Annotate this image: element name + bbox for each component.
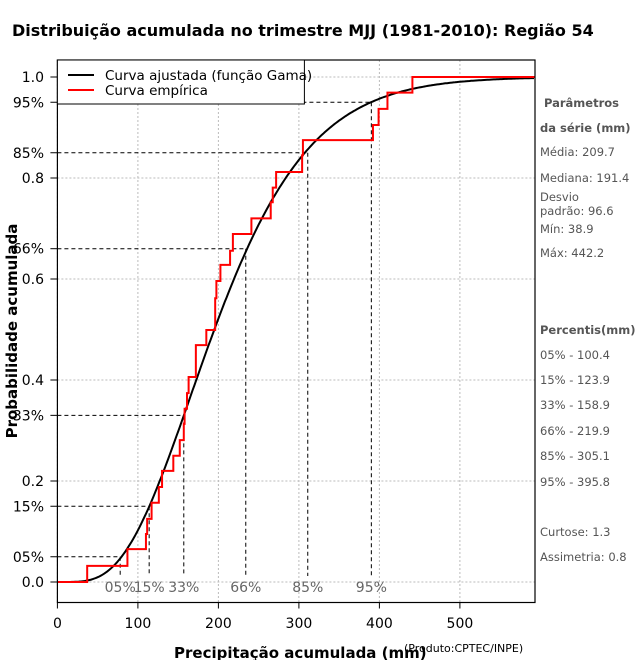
stat-min: Mín: 38.9 [540, 222, 594, 236]
legend-label-empirical: Curva empírica [105, 83, 208, 99]
percentile-reference-lines [57, 101, 372, 576]
stat-kurtosis: Curtose: 1.3 [540, 525, 610, 539]
legend-label-gamma: Curva ajustada (função Gama) [105, 68, 312, 84]
stat-mean: Média: 209.7 [540, 145, 615, 159]
percentile-labels: 05%15% 33% 66% 85% 95% [105, 580, 387, 596]
percentile-y-label: 05% [13, 550, 44, 566]
grid [56, 60, 535, 603]
side-panel: Parâmetros da série (mm) Média: 209.7 Me… [540, 96, 635, 564]
stat-sd: padrão: 96.6 [540, 204, 614, 218]
x-axis: 0 100 200 300 400 500 [53, 602, 474, 632]
legend: Curva ajustada (função Gama) Curva empír… [56, 59, 312, 105]
gamma-fit-curve [57, 77, 534, 583]
x-tick-label: 0 [53, 616, 62, 632]
percentile-y-label: 66% [13, 242, 44, 258]
stat-median: Mediana: 191.4 [540, 171, 629, 185]
percentile-x-label: 15% [134, 580, 165, 596]
credit-text: (Produto:CPTEC/INPE) [404, 642, 523, 655]
empirical-curve [57, 76, 535, 583]
percentil-15: 15% - 123.9 [540, 373, 610, 387]
percentil-85: 85% - 305.1 [540, 449, 610, 463]
y-axis: 0.0 0.2 0.4 0.6 0.8 1.0 05% 15% 33% 66% 85% 95% [13, 70, 58, 591]
stat-max: Máx: 442.2 [540, 246, 604, 260]
x-axis-label: Precipitação acumulada (mm) [174, 644, 427, 660]
percentile-x-label: 85% [292, 580, 323, 596]
percentil-95: 95% - 395.8 [540, 475, 610, 489]
percentile-y-label: 33% [13, 408, 44, 424]
x-tick-label: 500 [447, 616, 474, 632]
chart-title: Distribuição acumulada no trimestre MJJ … [12, 21, 594, 40]
percentil-33: 33% - 158.9 [540, 398, 610, 412]
x-tick-label: 200 [205, 616, 232, 632]
y-tick-label: 0.6 [22, 272, 44, 288]
percentil-66: 66% - 219.9 [540, 424, 610, 438]
percentile-x-label: 66% [230, 580, 261, 596]
percentis-title: Percentis(mm) [540, 323, 635, 337]
stat-skewness: Assimetria: 0.8 [540, 550, 627, 564]
stat-sd-label: Desvio [540, 190, 579, 204]
percentile-y-label: 15% [13, 499, 44, 515]
y-tick-label: 0.2 [22, 474, 44, 490]
y-axis-label: Probabilidade acumulada [3, 224, 21, 439]
y-tick-label: 0.4 [22, 373, 44, 389]
percentile-x-label: 33% [168, 580, 199, 596]
percentile-y-label: 95% [13, 95, 44, 111]
params-subtitle: da série (mm) [540, 121, 631, 135]
legend-box [56, 59, 305, 105]
params-title: Parâmetros [544, 96, 619, 110]
percentile-x-label: 95% [356, 580, 387, 596]
series [57, 76, 535, 583]
y-tick-label: 0.8 [22, 171, 44, 187]
x-tick-label: 400 [366, 616, 393, 632]
plot-frame [56, 59, 536, 604]
x-tick-label: 100 [125, 616, 152, 632]
percentile-x-label: 05% [105, 580, 136, 596]
x-tick-label: 300 [286, 616, 313, 632]
percentil-05: 05% - 100.4 [540, 348, 610, 362]
percentile-y-label: 85% [13, 146, 44, 162]
y-tick-label: 0.0 [22, 575, 44, 591]
y-tick-label: 1.0 [22, 70, 44, 86]
